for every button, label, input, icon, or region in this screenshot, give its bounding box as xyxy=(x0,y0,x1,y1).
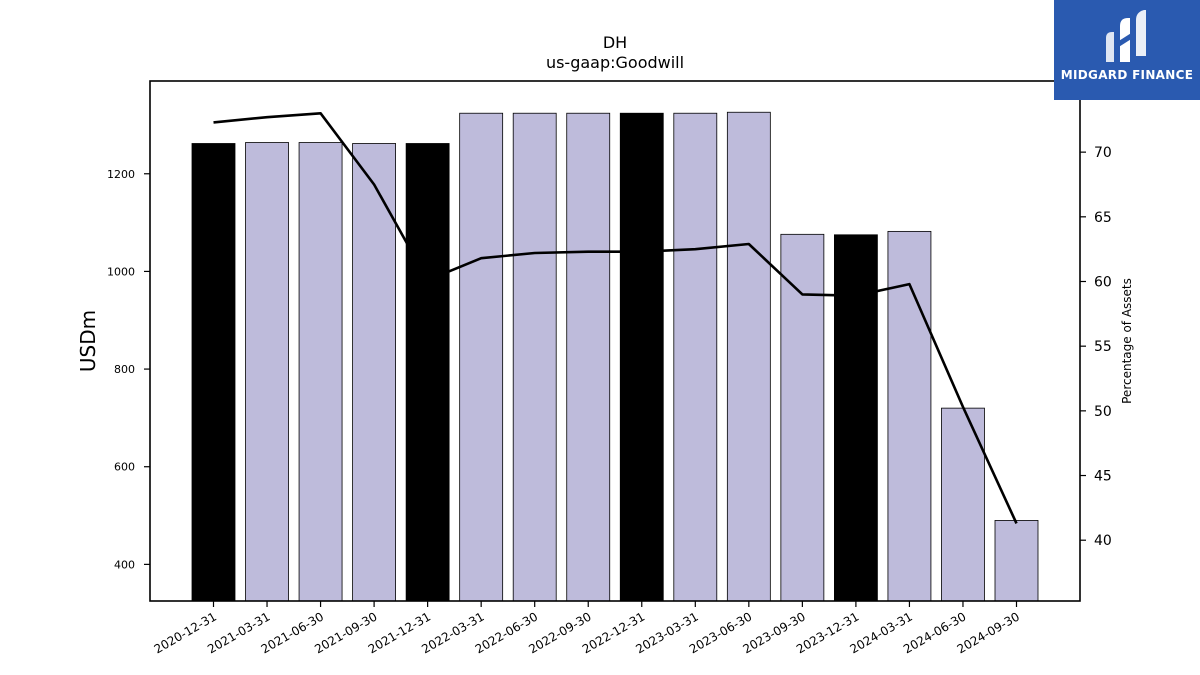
bar-series xyxy=(191,111,1039,602)
bar-2021-03-31 xyxy=(245,142,289,602)
bar-2022-12-31 xyxy=(619,112,664,602)
bar-2021-12-31 xyxy=(405,143,450,602)
y2-tick-label: 70 xyxy=(1094,145,1112,161)
y2-tick-label: 55 xyxy=(1094,339,1112,355)
bar-2024-09-30 xyxy=(994,520,1039,602)
y2-tick-label: 65 xyxy=(1094,210,1112,226)
chart-title: DH xyxy=(603,33,627,52)
bar-2023-03-31 xyxy=(673,112,718,602)
y2-tick-label: 40 xyxy=(1094,533,1112,549)
bar-2022-09-30 xyxy=(566,112,611,602)
chart-subtitle: us-gaap:Goodwill xyxy=(546,53,684,72)
bar-2023-06-30 xyxy=(726,111,771,602)
y-tick-label: 600 xyxy=(114,461,135,474)
brand-logo: MIDGARD FINANCE xyxy=(1054,0,1200,100)
y-axis-label: USDm xyxy=(76,310,100,372)
line-series xyxy=(213,112,1018,524)
bar-2020-12-31 xyxy=(191,143,236,602)
y2-tick-label: 60 xyxy=(1094,274,1112,290)
bar-2021-06-30 xyxy=(298,142,343,602)
bar-2022-06-30 xyxy=(512,112,557,602)
y-tick-label: 400 xyxy=(114,558,135,571)
bar-2023-09-30 xyxy=(780,233,825,602)
bar-2022-03-31 xyxy=(459,112,504,602)
logo-mark-icon xyxy=(1106,10,1146,62)
bar-2023-12-31 xyxy=(834,234,878,602)
bar-2021-09-30 xyxy=(352,143,397,602)
y-tick-label: 1000 xyxy=(107,265,135,278)
y2-axis-label: Percentage of Assets xyxy=(1120,278,1134,404)
y-tick-label: 800 xyxy=(114,363,135,376)
y-tick-label: 1200 xyxy=(107,168,135,181)
logo-text: MIDGARD FINANCE xyxy=(1060,68,1194,82)
percentage-line xyxy=(213,112,1018,524)
plot-frame xyxy=(149,80,1081,602)
bar-2024-03-31 xyxy=(887,230,932,602)
y2-tick-label: 45 xyxy=(1094,469,1112,485)
y2-tick-label: 50 xyxy=(1094,404,1112,420)
